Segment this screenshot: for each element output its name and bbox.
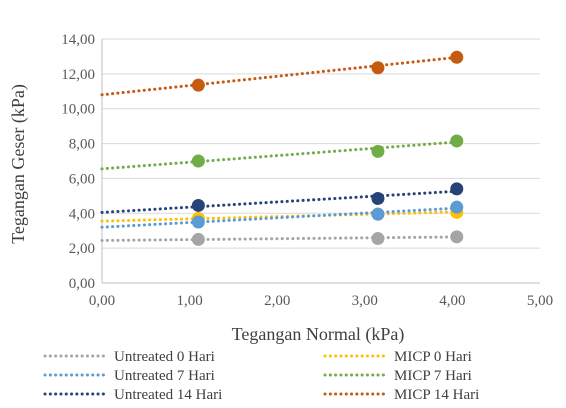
data-point <box>450 200 464 214</box>
legend-item: MICP 7 Hari <box>323 368 472 384</box>
data-point <box>191 154 205 168</box>
trendlines <box>100 55 459 242</box>
legend-item: MICP 0 Hari <box>323 349 472 365</box>
y-tick-label: 10,00 <box>61 102 95 118</box>
x-tick-label: 0,00 <box>89 293 115 309</box>
data-point <box>371 207 385 221</box>
data-point <box>191 215 205 229</box>
grid-lines <box>102 38 540 249</box>
data-point <box>371 61 385 75</box>
y-axis-title: Tegangan Geser (kPa) <box>8 84 29 244</box>
data-point <box>191 198 205 212</box>
data-point <box>450 182 464 196</box>
x-axis-title: Tegangan Normal (kPa) <box>232 324 405 345</box>
legend-label: MICP 14 Hari <box>394 387 479 403</box>
legend-item: Untreated 0 Hari <box>43 349 215 365</box>
data-points <box>191 50 464 246</box>
y-tick-label: 2,00 <box>69 241 95 257</box>
legend-item: MICP 14 Hari <box>323 387 479 403</box>
legend: Untreated 0 Hari MICP 0 Hari Untreated 7 H… <box>43 349 479 403</box>
trendline <box>100 235 459 242</box>
axes <box>101 39 540 284</box>
legend-item: Untreated 7 Hari <box>43 368 215 384</box>
x-tick-label: 5,00 <box>527 293 553 309</box>
legend-label: Untreated 0 Hari <box>114 349 215 365</box>
y-tick-label: 14,00 <box>61 32 95 48</box>
y-tick-label: 6,00 <box>69 171 95 187</box>
legend-label: Untreated 14 Hari <box>114 387 222 403</box>
data-point <box>371 191 385 205</box>
trendline <box>100 140 459 171</box>
data-point <box>191 78 205 92</box>
y-tick-label: 8,00 <box>69 137 95 153</box>
trendline <box>100 206 459 229</box>
data-point <box>450 230 464 244</box>
legend-label: MICP 7 Hari <box>394 368 472 384</box>
y-tick-label: 12,00 <box>61 67 95 83</box>
legend-item: Untreated 14 Hari <box>43 387 222 403</box>
x-tick-label: 3,00 <box>352 293 378 309</box>
tick-labels: 0,00 2,00 4,00 6,00 8,00 10,00 12,00 14,00 0,00 1… <box>61 32 553 309</box>
trendline <box>100 55 459 97</box>
trendline <box>100 210 459 223</box>
legend-label: MICP 0 Hari <box>394 349 472 365</box>
x-tick-label: 4,00 <box>439 293 465 309</box>
data-point <box>371 144 385 158</box>
data-point <box>450 50 464 64</box>
y-tick-label: 0,00 <box>69 276 95 292</box>
data-point <box>371 232 385 246</box>
data-point <box>191 232 205 246</box>
data-point <box>450 134 464 148</box>
x-tick-label: 2,00 <box>264 293 290 309</box>
legend-label: Untreated 7 Hari <box>114 368 215 384</box>
y-tick-label: 4,00 <box>69 206 95 222</box>
trendline <box>100 189 459 214</box>
x-tick-label: 1,00 <box>176 293 202 309</box>
